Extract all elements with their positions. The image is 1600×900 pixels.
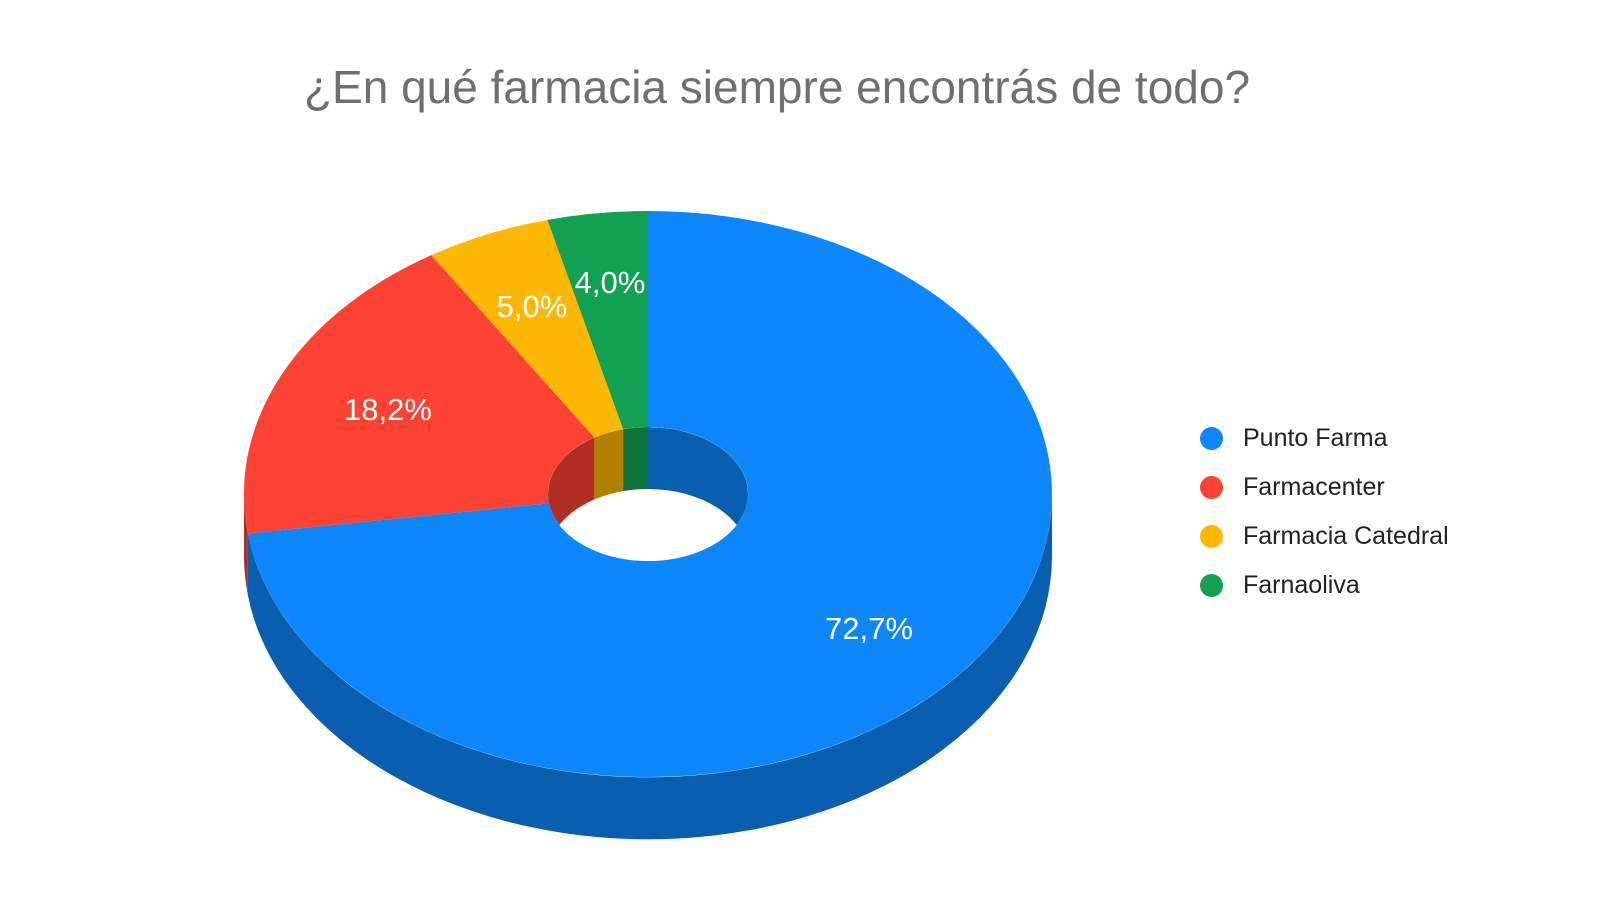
legend-label: Farmacenter	[1243, 473, 1385, 501]
legend-label: Farnaoliva	[1243, 571, 1360, 599]
legend-item-farmacenter: Farmacenter	[1200, 463, 1449, 512]
legend-swatch-farmacenter	[1200, 476, 1223, 499]
hole-wall-farmacia-catedral	[594, 429, 624, 500]
legend-item-punto-farma: Punto Farma	[1200, 414, 1449, 463]
pie-slice-farmacenter	[243, 255, 595, 534]
pie-slice-farnaoliva	[547, 211, 648, 430]
legend-label: Punto Farma	[1243, 424, 1388, 452]
donut-hole-walls	[548, 427, 748, 556]
pie-side-farmacenter	[243, 494, 248, 596]
chart-legend: Punto Farma Farmacenter Farmacia Catedral F…	[1200, 414, 1449, 610]
legend-label: Farmacia Catedral	[1243, 522, 1449, 550]
hole-wall-punto-farma	[648, 427, 748, 556]
legend-swatch-farnaoliva	[1200, 574, 1223, 597]
pie-slice-punto-farma	[247, 211, 1052, 777]
chart-title: ¿En qué farmacia siempre encontrás de to…	[303, 61, 1251, 113]
legend-swatch-punto-farma	[1200, 427, 1223, 450]
pie-slice-farmacia-catedral	[431, 219, 624, 438]
legend-item-farnaoliva: Farnaoliva	[1200, 561, 1449, 610]
legend-swatch-farmacia-catedral	[1200, 525, 1223, 548]
pie-side-punto-farma	[247, 494, 1053, 840]
hole-wall-farnaoliva	[623, 427, 648, 492]
legend-item-farmacia-catedral: Farmacia Catedral	[1200, 512, 1449, 561]
hole-wall-farmacenter	[548, 437, 595, 556]
